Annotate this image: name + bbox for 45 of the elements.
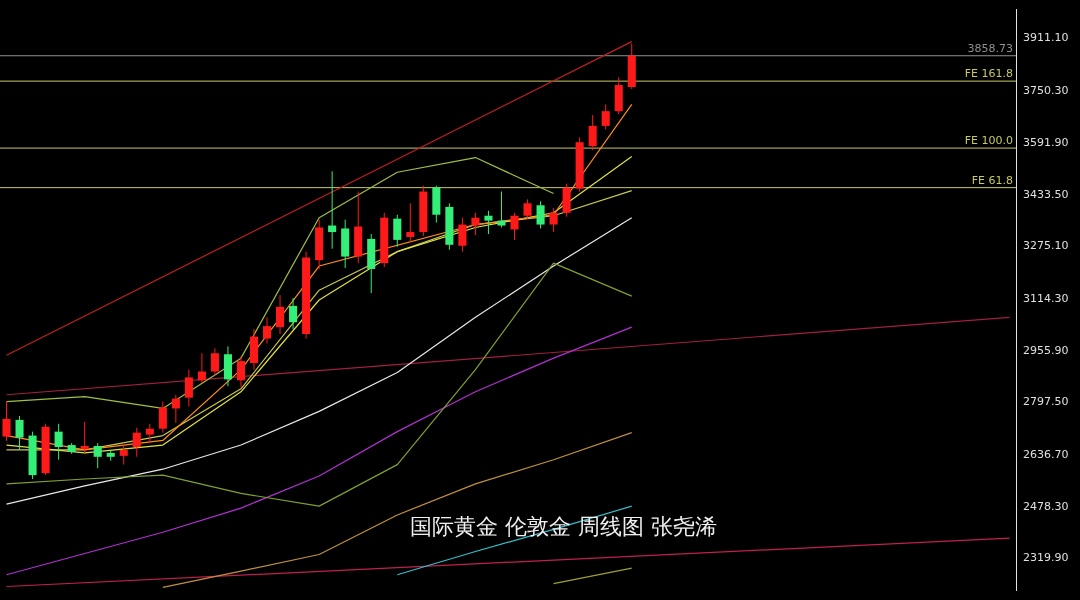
y-tick-label: 3114.30	[1023, 291, 1069, 305]
candlestick	[171, 394, 180, 424]
candlestick	[393, 214, 402, 248]
candlestick	[132, 427, 141, 458]
ref-line-label: 3858.73	[967, 42, 1013, 56]
candlestick	[523, 198, 532, 220]
y-tick-label: 2636.70	[1023, 447, 1069, 461]
candlestick	[2, 401, 11, 442]
ref-line-label: FE 161.8	[964, 67, 1013, 81]
candlestick	[588, 114, 597, 151]
candlestick	[15, 415, 24, 451]
candlestick	[406, 202, 415, 243]
candlestick	[236, 355, 246, 388]
candlestick	[80, 421, 89, 454]
y-tick-label: 3275.10	[1023, 239, 1069, 253]
ref-line-label: FE 61.8	[971, 173, 1013, 187]
candlestick	[119, 444, 128, 466]
candlestick	[497, 191, 506, 228]
candlestick	[197, 352, 206, 383]
candlestick	[184, 369, 193, 407]
candlestick	[289, 297, 298, 330]
candlestick	[158, 401, 167, 434]
candlestick	[54, 423, 63, 461]
y-tick-label: 2319.90	[1023, 551, 1069, 565]
y-tick-label: 3750.30	[1023, 84, 1069, 98]
y-tick-label: 2797.50	[1023, 395, 1069, 409]
y-tick-label: 3433.50	[1023, 187, 1069, 201]
candlestick	[458, 217, 467, 253]
candlestick	[262, 316, 272, 344]
y-tick-label: 3911.10	[1023, 31, 1069, 45]
ref-line-label: FE 100.0	[964, 134, 1013, 148]
y-tick-label: 3591.90	[1023, 135, 1069, 149]
y-tick-label: 2955.90	[1023, 343, 1069, 357]
candlestick	[145, 423, 154, 444]
candlestick	[549, 207, 558, 233]
candlestick	[276, 294, 285, 335]
candlestick	[93, 442, 102, 469]
candlestick	[536, 200, 545, 229]
candlestick	[601, 103, 610, 130]
candlestick	[471, 212, 480, 236]
candlestick	[210, 347, 219, 376]
candlestick	[328, 170, 337, 250]
candlestick	[484, 210, 493, 235]
candlestick	[510, 212, 519, 241]
y-tick-label: 2478.30	[1023, 499, 1069, 513]
